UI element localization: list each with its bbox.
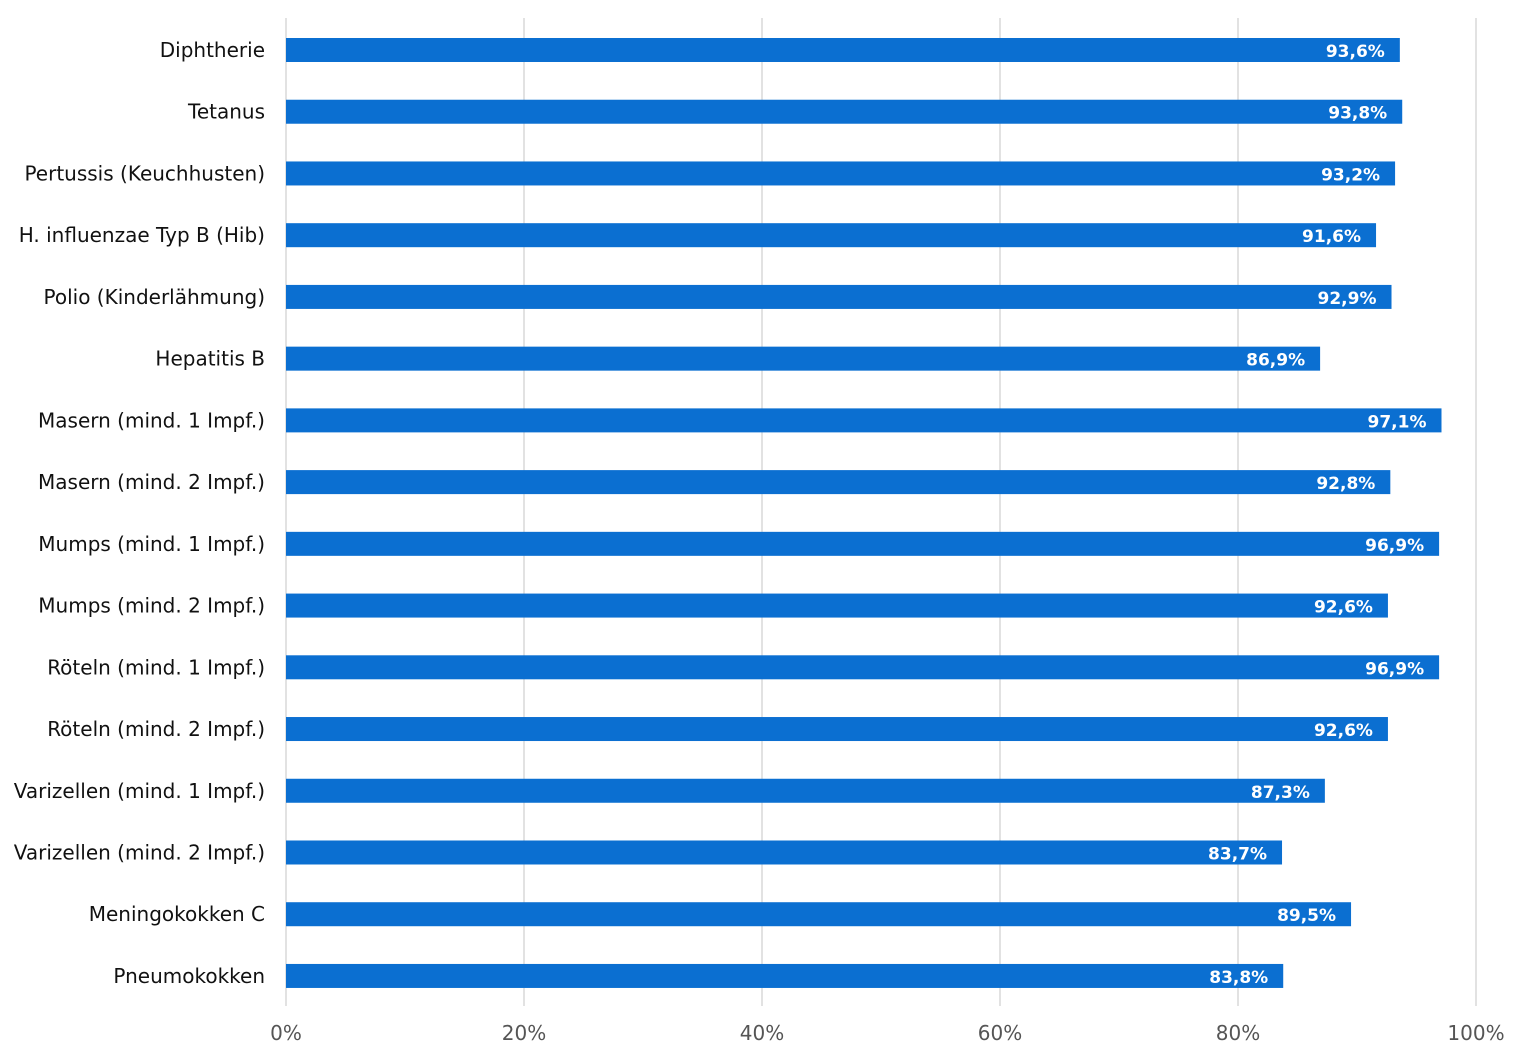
data-label: 87,3% [1251, 783, 1310, 803]
data-label: 83,7% [1208, 844, 1267, 864]
category-label: Tetanus [187, 100, 265, 124]
bar [286, 99, 1403, 124]
x-tick-label: 80% [1216, 1021, 1260, 1045]
data-label: 92,6% [1314, 598, 1373, 618]
data-label: 91,6% [1302, 227, 1361, 247]
data-label: 86,9% [1246, 351, 1305, 371]
data-label: 93,8% [1328, 104, 1387, 124]
data-label: 96,9% [1365, 536, 1424, 556]
category-label: Varizellen (mind. 2 Impf.) [14, 840, 265, 864]
x-tick-label: 40% [740, 1021, 784, 1045]
bar [286, 161, 1396, 186]
category-label: H. influenzae Typ B (Hib) [19, 223, 265, 247]
x-tick-labels: 0% 20% 40% 60% 80% 100% [270, 1021, 1504, 1045]
x-tick-label: 100% [1447, 1021, 1504, 1045]
data-label: 97,1% [1368, 412, 1427, 432]
data-label: 93,2% [1321, 165, 1380, 185]
category-label: Mumps (mind. 1 Impf.) [38, 532, 265, 556]
bar [286, 655, 1440, 680]
category-label: Varizellen (mind. 1 Impf.) [14, 779, 265, 803]
category-label: Diphtherie [160, 38, 265, 62]
x-tick-label: 60% [978, 1021, 1022, 1045]
x-tick-label: 0% [270, 1021, 302, 1045]
bar [286, 593, 1388, 618]
data-label: 92,9% [1318, 289, 1377, 309]
data-labels: 93,6% 93,8% 93,2% 91,6% 92,9% 86,9% 97,1% 92,8%… [1208, 42, 1426, 988]
bar [286, 408, 1442, 433]
category-label: Röteln (mind. 1 Impf.) [47, 655, 265, 679]
category-label: Röteln (mind. 2 Impf.) [47, 717, 265, 741]
category-label: Pertussis (Keuchhusten) [24, 161, 265, 185]
data-label: 96,9% [1365, 659, 1424, 679]
bar [286, 963, 1284, 988]
data-label: 93,6% [1326, 42, 1385, 62]
data-label: 83,8% [1209, 968, 1268, 988]
data-label: 92,6% [1314, 721, 1373, 741]
bar [286, 902, 1352, 927]
x-tick-label: 20% [502, 1021, 546, 1045]
bar [286, 717, 1388, 742]
bar [286, 284, 1392, 309]
bar [286, 223, 1377, 248]
data-label: 89,5% [1277, 906, 1336, 926]
category-label: Hepatitis B [155, 347, 265, 371]
category-label: Masern (mind. 2 Impf.) [38, 470, 265, 494]
category-label: Polio (Kinderlähmung) [44, 285, 265, 309]
bar [286, 38, 1400, 62]
bar [286, 346, 1321, 371]
bar [286, 531, 1440, 556]
category-label: Meningokokken C [89, 902, 265, 926]
data-label: 92,8% [1316, 474, 1375, 494]
bar [286, 778, 1325, 803]
category-labels: Diphtherie Tetanus Pertussis (Keuchhusten)… [14, 38, 265, 988]
category-label: Masern (mind. 1 Impf.) [38, 408, 265, 432]
category-label: Pneumokokken [113, 964, 265, 988]
bars [286, 38, 1442, 988]
bar [286, 840, 1283, 865]
bar [286, 470, 1391, 495]
category-label: Mumps (mind. 2 Impf.) [38, 594, 265, 618]
